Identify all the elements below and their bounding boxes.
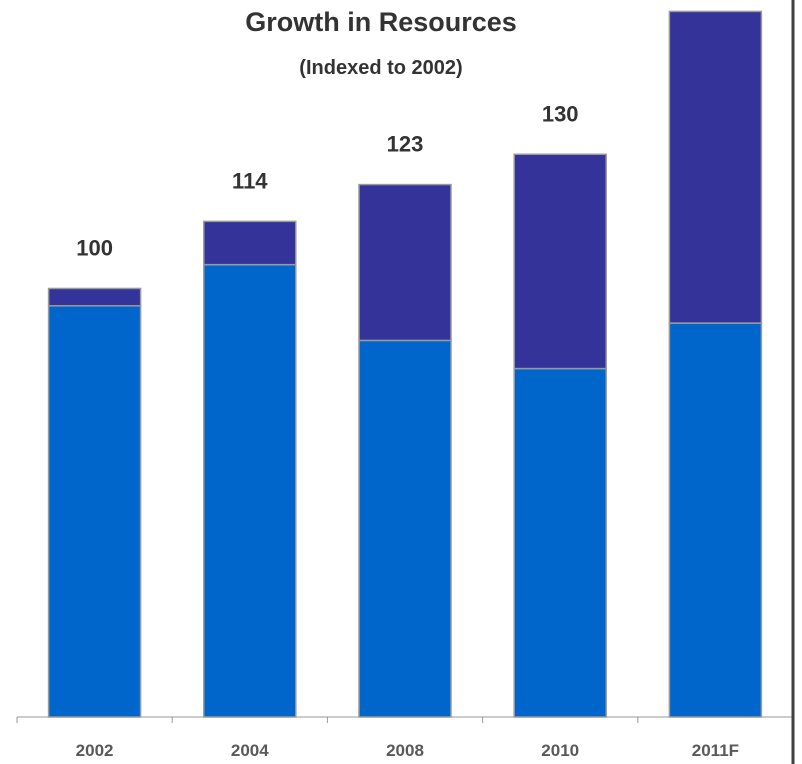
bar-segment-top-2011F [668, 10, 763, 324]
bar-segment-base-2011F [668, 322, 763, 718]
total-label-2002: 100 [76, 235, 113, 260]
bar-segment-base-2002 [47, 305, 142, 718]
chart-subtitle: (Indexed to 2002) [299, 57, 462, 79]
x-tick-label-2011F: 2011F [692, 741, 739, 760]
x-tick-label-2004: 2004 [231, 741, 269, 760]
chart-title: Growth in Resources [245, 7, 517, 37]
total-label-2010: 130 [542, 101, 579, 126]
bar-segment-base-2004 [203, 263, 297, 718]
bar-segment-top-2008 [358, 183, 452, 342]
x-tick-label-2002: 2002 [76, 741, 114, 760]
labels-group: 100114123130163 [76, 101, 579, 260]
x-tick-label-2010: 2010 [541, 741, 579, 760]
bar-segment-base-2008 [358, 339, 452, 718]
x-tick-label-2008: 2008 [386, 741, 424, 760]
x-axis: 2002 2004 2008 2010 2011F [16, 716, 794, 760]
bars-group [47, 10, 763, 718]
bar-segment-top-2004 [203, 220, 297, 266]
total-label-2008: 123 [387, 132, 424, 157]
bar-segment-top-2002 [47, 287, 142, 307]
bar-segment-top-2010 [513, 153, 607, 370]
bar-segment-base-2010 [513, 367, 607, 718]
total-label-2004: 114 [232, 168, 268, 193]
